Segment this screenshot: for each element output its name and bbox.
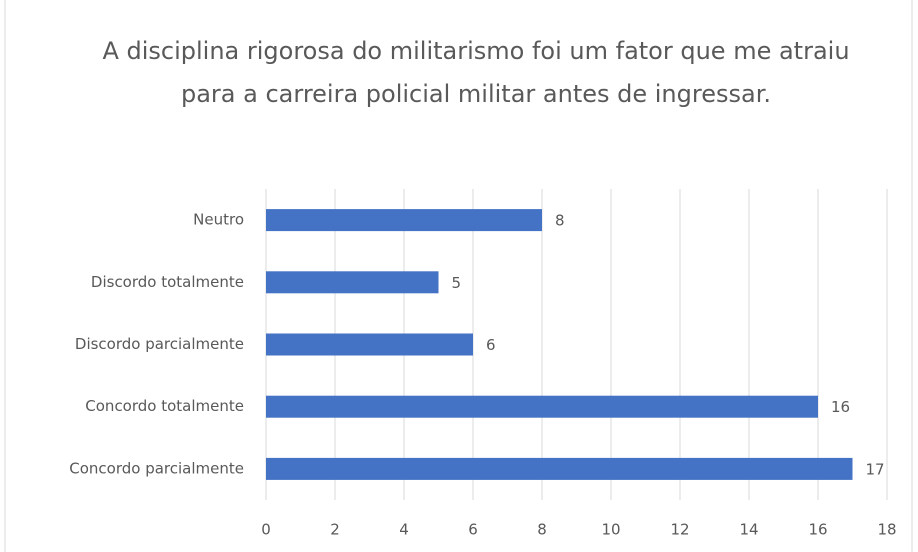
x-tick-label: 0: [261, 521, 271, 539]
bar: [266, 271, 439, 294]
y-tick-label: Discordo totalmente: [91, 273, 244, 291]
x-tick-label: 4: [399, 521, 409, 539]
x-tick-label: 10: [601, 521, 620, 539]
x-tick-label: 16: [808, 521, 827, 539]
bar: [266, 209, 542, 232]
x-tick-label: 18: [877, 521, 896, 539]
data-label: 6: [486, 336, 496, 354]
x-tick-label: 14: [739, 521, 758, 539]
chart-title: A disciplina rigorosa do militarismo foi…: [102, 37, 850, 108]
y-tick-label: Neutro: [193, 211, 244, 229]
data-label: 5: [452, 274, 462, 292]
x-tick-label: 2: [330, 521, 340, 539]
bar: [266, 333, 473, 356]
data-label: 8: [555, 212, 565, 230]
y-tick-label: Concordo parcialmente: [69, 459, 244, 477]
x-tick-label: 8: [537, 521, 547, 539]
y-tick-label: Concordo totalmente: [85, 397, 244, 415]
chart-border: [4, 0, 913, 552]
y-tick-label: Discordo parcialmente: [75, 335, 244, 353]
bar: [266, 395, 818, 418]
bar: [266, 457, 853, 480]
data-label: 17: [866, 460, 885, 478]
data-label: 16: [831, 398, 850, 416]
x-tick-label: 6: [468, 521, 478, 539]
x-tick-label: 12: [670, 521, 689, 539]
